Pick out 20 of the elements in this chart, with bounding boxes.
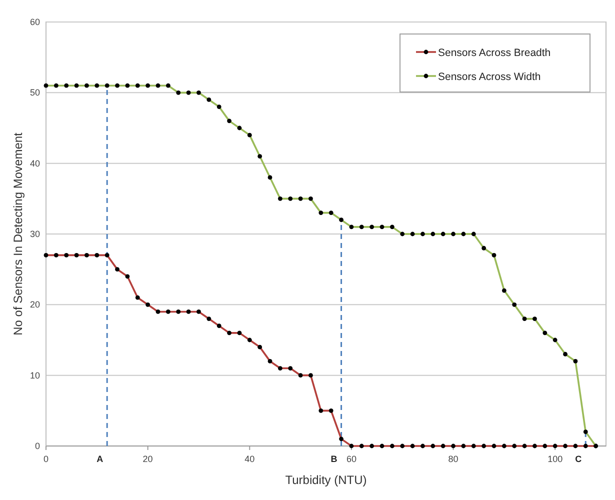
x-tick-label: 20 bbox=[142, 454, 153, 464]
y-tick-label: 10 bbox=[30, 370, 40, 380]
legend-label: Sensors Across Width bbox=[438, 71, 541, 83]
y-tick-label: 50 bbox=[30, 88, 40, 98]
y-tick-label: 0 bbox=[34, 441, 40, 451]
x-tick-label: 100 bbox=[548, 454, 563, 464]
legend-label: Sensors Across Breadth bbox=[438, 47, 551, 59]
x-tick-label: 80 bbox=[448, 454, 458, 464]
ref-line-label: B bbox=[330, 454, 338, 464]
x-tick-label: 40 bbox=[244, 454, 255, 464]
x-tick-label: 60 bbox=[346, 454, 356, 464]
x-tick-label: 0 bbox=[43, 454, 49, 464]
x-axis-title: Turbidity (NTU) bbox=[285, 473, 367, 487]
y-tick-label: 40 bbox=[30, 158, 40, 168]
ref-line-label: A bbox=[96, 454, 104, 464]
y-axis-title: No of Sensors In Detecting Movement bbox=[11, 132, 25, 336]
y-tick-label: 20 bbox=[30, 300, 40, 310]
y-tick-label: 60 bbox=[30, 17, 40, 27]
y-tick-label: 30 bbox=[30, 229, 40, 239]
ref-line-label: C bbox=[575, 454, 582, 464]
